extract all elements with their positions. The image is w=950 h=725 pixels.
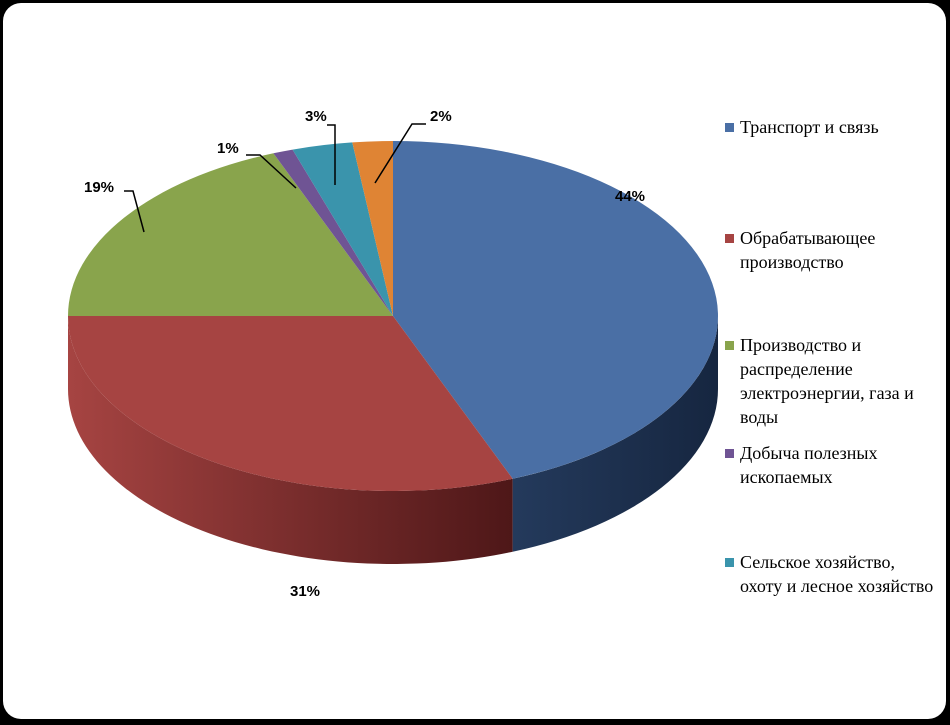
pie-slice-other (352, 141, 393, 316)
leader-line-agriculture (327, 124, 336, 185)
data-label-agriculture: 3% (305, 108, 327, 125)
pie-slice-transport (393, 141, 719, 479)
leader-line-other (374, 123, 426, 184)
data-label-other: 2% (430, 108, 452, 125)
data-label-energy: 19% (84, 179, 114, 196)
data-label-manufacturing: 31% (290, 583, 320, 600)
legend-swatch-manufacturing (725, 234, 734, 243)
pie-side-transport (512, 316, 718, 552)
legend-swatch-agriculture (725, 558, 734, 567)
pie-sides (68, 316, 718, 564)
data-label-mining: 1% (217, 140, 239, 157)
legend-item-energy: Производство и распределение электроэнер… (725, 333, 940, 429)
legend-label-manufacturing: Обрабатывающее производство (740, 228, 876, 272)
leader-line-mining (246, 154, 297, 189)
pie-slice-energy (68, 153, 393, 316)
legend-item-agriculture: Сельское хозяйство, охоту и лесное хозяй… (725, 550, 940, 598)
legend-swatch-mining (725, 449, 734, 458)
pie-slice-mining (273, 149, 393, 316)
legend-item-mining: Добыча полезных ископаемых (725, 441, 940, 489)
legend-label-agriculture: Сельское хозяйство, охоту и лесное хозяй… (740, 552, 934, 596)
pie-slice-agriculture (292, 142, 393, 316)
legend-item-transport: Транспорт и связь (725, 115, 940, 139)
pie-leaders (124, 123, 426, 233)
legend-swatch-transport (725, 123, 734, 132)
pie-slice-manufacturing (68, 316, 513, 491)
legend-label-energy: Производство и распределение электроэнер… (740, 335, 914, 427)
data-label-transport: 44% (615, 188, 645, 205)
legend-swatch-energy (725, 341, 734, 350)
legend-label-transport: Транспорт и связь (740, 117, 879, 137)
legend-label-mining: Добыча полезных ископаемых (740, 443, 878, 487)
leader-line-energy (124, 190, 145, 233)
pie-tops (68, 141, 719, 491)
pie-side-manufacturing (68, 316, 513, 564)
pie-labels: 44% 31% 19% 1% 3% 2% (84, 108, 645, 600)
legend-item-manufacturing: Обрабатывающее производство (725, 226, 940, 274)
